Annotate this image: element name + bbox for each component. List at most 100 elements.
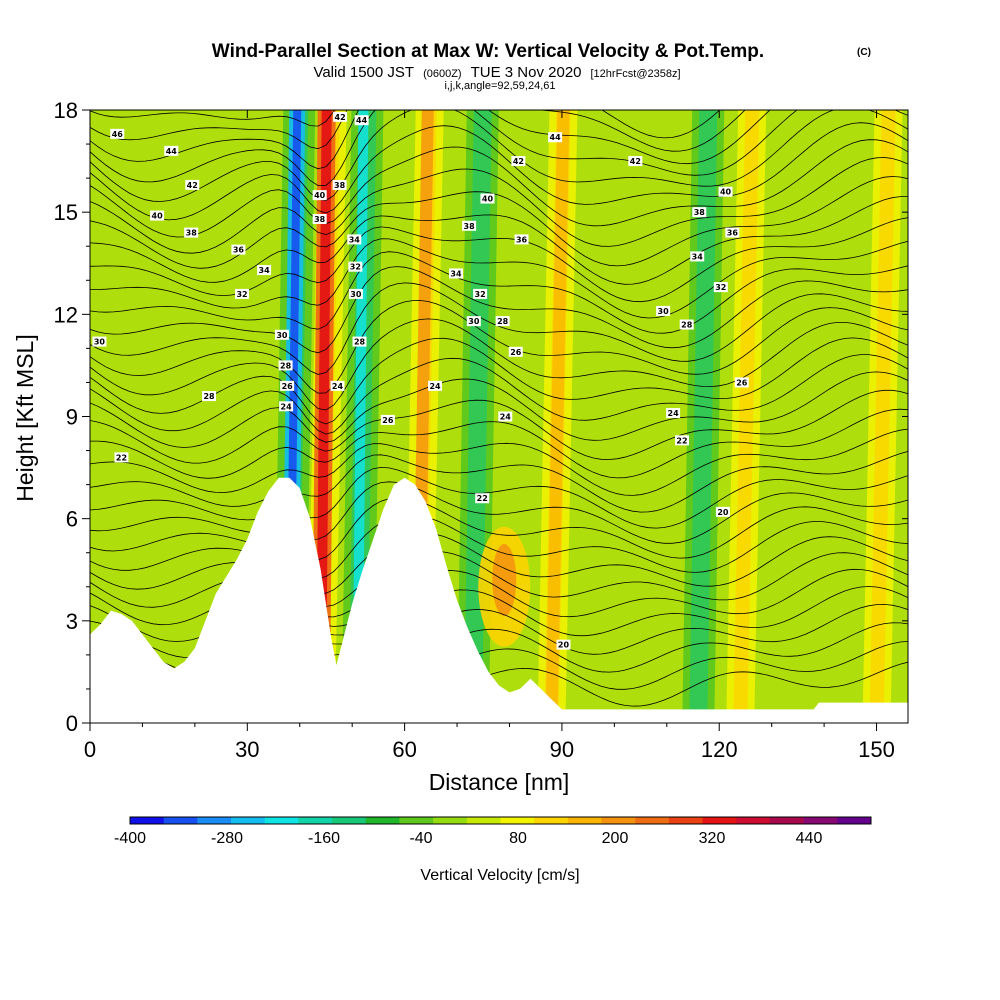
contour-label: 36 [516, 235, 528, 244]
colorbar-tick-label: -40 [409, 830, 432, 847]
contour-label: 38 [464, 222, 476, 231]
theta-contour-line [90, 176, 908, 269]
contour-label: 24 [281, 402, 293, 411]
contour-label-layer: 46 44 42 40 38 36 34 32 30 30 28 26 24 28 22 42 44 40 38 38… [92, 111, 749, 650]
theta-contour-line [90, 157, 908, 254]
colorbar-frame [129, 816, 872, 825]
contour-label: 24 [332, 382, 344, 391]
colorbar-swatch [130, 817, 165, 824]
contour-label: 34 [349, 235, 361, 244]
contour-label-bg [202, 391, 217, 402]
contour-label: 26 [382, 416, 394, 425]
contour-label-bg [713, 282, 728, 293]
contour-label: 26 [510, 348, 522, 357]
theta-contour-line [90, 318, 908, 411]
contour-label: 24 [668, 409, 680, 418]
contour-label-bg [462, 220, 477, 231]
theta-contour-line [90, 110, 908, 202]
index-line: i,j,k,angle=92,59,24,61 [444, 80, 555, 92]
colorbar-swatch [736, 817, 771, 824]
title-mark: (C) [857, 47, 871, 58]
contour-label-bg [312, 190, 327, 201]
theta-contour-line [90, 122, 908, 221]
contour-label-bg [628, 156, 643, 167]
theta-contour-line [90, 514, 908, 579]
contour-label: 44 [356, 116, 368, 125]
contour-label: 38 [314, 215, 326, 224]
contour-label: 44 [550, 133, 562, 142]
contour-label: 40 [482, 195, 494, 204]
x-tick-label: 0 [84, 737, 96, 762]
y-tick-label: 9 [66, 405, 78, 430]
colorbar [129, 816, 872, 825]
contour-label: 40 [720, 188, 732, 197]
contour-label-bg [352, 336, 367, 347]
terrain-mask [90, 477, 908, 723]
contour-label-bg [92, 336, 107, 347]
contour-label: 38 [694, 208, 706, 217]
contour-label: 26 [282, 382, 294, 391]
contour-label-bg [185, 179, 200, 190]
contour-label: 28 [280, 361, 292, 370]
contour-label-bg [715, 506, 730, 517]
contour-label-bg [511, 156, 526, 167]
contour-label-bg [380, 414, 395, 425]
contour-label-bg [184, 227, 199, 238]
theta-contour-line [90, 532, 908, 594]
subtitle-utc: (0600Z) [423, 68, 462, 80]
contour-label: 44 [166, 147, 178, 156]
contour-label-bg [312, 213, 327, 224]
y-tick-label: 15 [54, 200, 78, 225]
colorbar-swatch [399, 817, 434, 824]
contour-label: 24 [500, 413, 512, 422]
updraft-core [869, 110, 896, 723]
colorbar-swatch [769, 817, 805, 824]
lowlevel-updraft-core [492, 543, 517, 616]
contour-label: 42 [630, 157, 641, 166]
colorbar-swatch [264, 817, 299, 824]
colorbar-swatch [466, 817, 501, 824]
contour-label: 30 [94, 338, 106, 347]
contour-label-bg [354, 115, 369, 126]
theta-contour-line [90, 139, 908, 238]
contour-label-bg [348, 288, 363, 299]
contour-label-bg [508, 346, 523, 357]
contour-label-bg [548, 132, 563, 143]
contour-label-bg [475, 493, 490, 504]
contour-label-bg [514, 234, 529, 245]
theta-contour-line [90, 428, 908, 496]
y-tick-label: 3 [66, 609, 78, 634]
theta-contour-line [90, 251, 908, 334]
colorbar-tick-label: 440 [796, 830, 823, 847]
contour-label-bg [675, 435, 690, 446]
contour-label: 32 [715, 283, 726, 292]
x-tick-label: 90 [550, 737, 574, 762]
theta-contour-line [90, 354, 908, 435]
contour-label: 28 [681, 321, 693, 330]
contour-label-bg [333, 111, 348, 122]
subtitle-forecast: [12hrFcst@2358z] [591, 68, 681, 80]
theta-contour-line [90, 451, 908, 513]
contour-label-bg [280, 380, 295, 391]
colorbar-swatch [500, 817, 535, 824]
colorbar-swatch [567, 817, 603, 824]
x-tick-label: 60 [392, 737, 416, 762]
contour-label-bg [466, 316, 481, 327]
contour-label: 46 [112, 130, 124, 139]
colorbar-swatch [231, 817, 266, 824]
colorbar-swatch [702, 817, 737, 824]
contour-label: 30 [658, 307, 670, 316]
colorbar-swatch [163, 817, 198, 824]
contour-label: 38 [186, 229, 198, 238]
contour-label: 36 [727, 229, 739, 238]
contour-label: 28 [203, 392, 215, 401]
colorbar-swatch [668, 817, 704, 824]
colorbar-swatch [332, 817, 367, 824]
contour-label-bg [734, 377, 749, 388]
theta-contour-line [90, 300, 908, 394]
contour-label-bg [656, 305, 671, 316]
colorbar-tick-label: -280 [211, 830, 243, 847]
theta-contour-line [90, 196, 908, 285]
